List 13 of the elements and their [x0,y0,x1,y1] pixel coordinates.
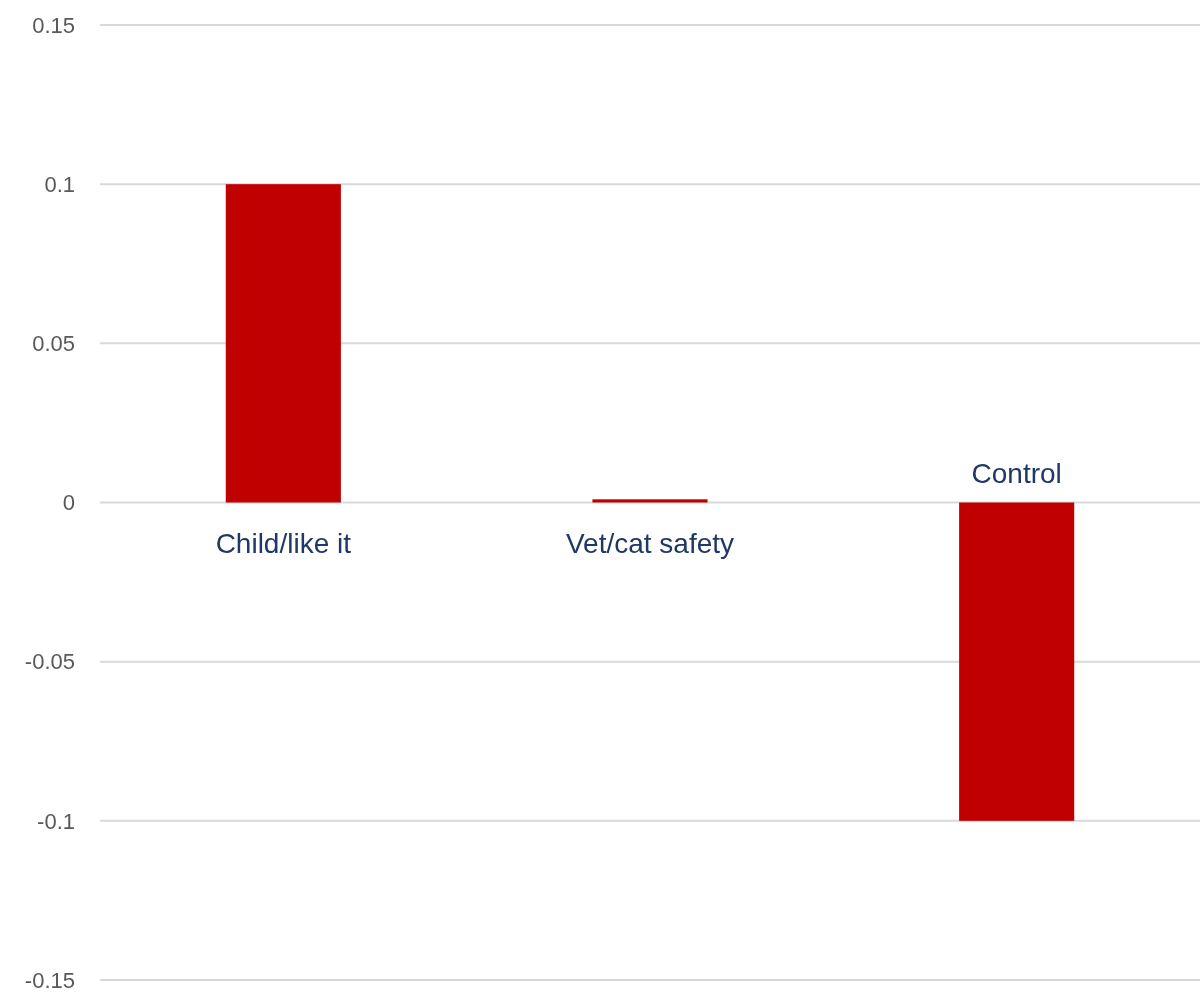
y-tick-label: 0.15 [32,12,75,38]
x-tick-label: Control [971,457,1062,489]
x-tick-label: Vet/cat safety [565,527,735,559]
bar [225,184,341,503]
y-tick-label: 0.1 [44,171,75,197]
y-tick-label: -0.1 [37,808,75,834]
bar [592,499,708,503]
y-tick-label: -0.05 [24,649,75,675]
bar [959,502,1075,821]
x-tick-label: Child/like it [215,527,352,559]
y-tick-label: 0.05 [32,331,75,357]
y-tick-label: 0 [62,490,75,516]
y-tick-label: -0.15 [24,967,75,993]
